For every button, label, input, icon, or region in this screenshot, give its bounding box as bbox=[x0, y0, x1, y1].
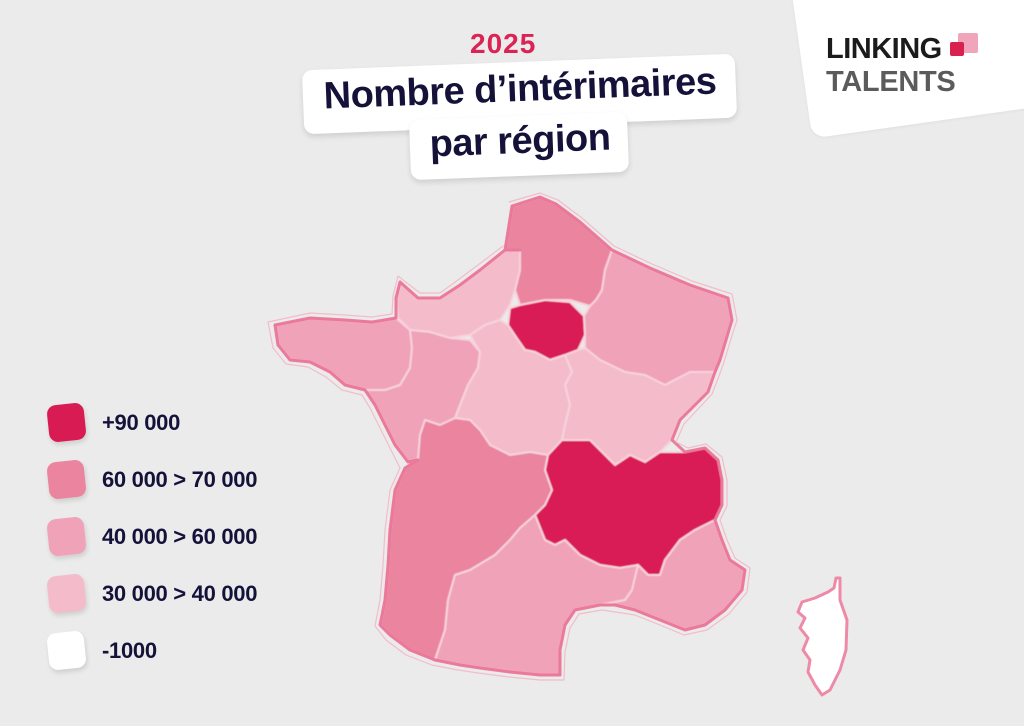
legend-label: 60 000 > 70 000 bbox=[102, 467, 258, 492]
legend-label: +90 000 bbox=[102, 410, 181, 435]
legend-label: 30 000 > 40 000 bbox=[102, 581, 258, 606]
map-outline-sketch bbox=[267, 192, 751, 681]
linking-talents-logo: LINKING TALENTS bbox=[826, 33, 996, 104]
legend-swatch-icon bbox=[46, 516, 87, 557]
year-label: 2025 bbox=[470, 28, 537, 59]
map-outline bbox=[273, 195, 747, 677]
legend-item-under-1000: -1000 bbox=[46, 630, 308, 672]
legend-label: 40 000 > 60 000 bbox=[102, 524, 258, 549]
legend-item-90k-plus: +90 000 bbox=[46, 402, 308, 444]
logo-square-dark-icon bbox=[950, 42, 964, 56]
region-bourgogne-franche-comte[interactable] bbox=[561, 347, 716, 466]
legend-swatch-icon bbox=[46, 630, 87, 671]
region-corse[interactable] bbox=[796, 576, 849, 697]
legend-item-60k-70k: 60 000 > 70 000 bbox=[46, 459, 308, 501]
legend-swatch-icon bbox=[46, 459, 87, 500]
legend-label: -1000 bbox=[102, 638, 157, 663]
legend-swatch-icon bbox=[46, 573, 87, 614]
logo-text-line2: TALENTS bbox=[826, 66, 956, 98]
legend-item-30k-40k: 30 000 > 40 000 bbox=[46, 573, 308, 615]
region-hauts-de-france[interactable] bbox=[504, 196, 613, 307]
legend-item-40k-60k: 40 000 > 60 000 bbox=[46, 516, 308, 558]
legend-swatch-icon bbox=[46, 402, 87, 443]
logo-text-line1: LINKING bbox=[826, 33, 942, 65]
region-bretagne[interactable] bbox=[274, 317, 413, 391]
